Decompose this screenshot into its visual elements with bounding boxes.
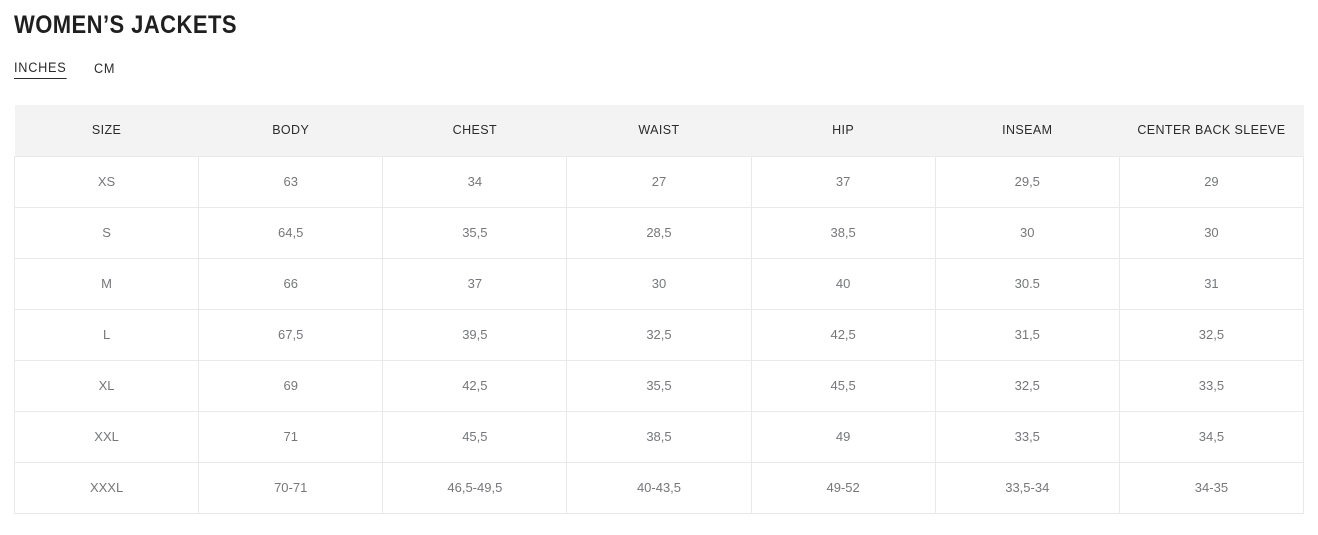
cell-body: 67,5 [198,308,384,361]
header-row: SIZE BODY CHEST WAIST HIP INSEAM CENTER … [14,105,1304,156]
cell-chest: 35,5 [382,206,568,259]
cell-inseam: 33,5 [934,410,1120,463]
cell-hip: 37 [750,155,936,208]
table-row-xxl: XXL 71 45,5 38,5 49 33,5 34,5 [13,410,1305,463]
cell-size: XXXL [13,461,200,514]
cell-hip: 38,5 [750,206,936,259]
column-header-size: SIZE [14,105,199,156]
cell-inseam: 30 [934,206,1120,259]
cell-hip: 42,5 [750,308,936,361]
cell-waist: 32,5 [566,308,752,361]
cell-size: S [13,206,200,259]
column-header-chest: CHEST [382,105,567,156]
cell-body: 63 [198,155,384,208]
cell-body: 64,5 [198,206,384,259]
cell-hip: 49-52 [750,461,936,514]
cell-center-back-sleeve: 31 [1118,257,1305,310]
cell-waist: 30 [566,257,752,310]
table-row-xl: XL 69 42,5 35,5 45,5 32,5 33,5 [13,359,1305,412]
cell-chest: 39,5 [382,308,568,361]
cell-size: XL [13,359,200,412]
cell-body: 71 [198,410,384,463]
cell-inseam: 33,5-34 [934,461,1120,514]
cell-center-back-sleeve: 33,5 [1118,359,1305,412]
table-row-m: M 66 37 30 40 30.5 31 [13,257,1305,310]
cell-center-back-sleeve: 32,5 [1118,308,1305,361]
column-header-waist: WAIST [566,105,752,156]
cell-size: L [13,308,200,361]
cell-inseam: 31,5 [934,308,1120,361]
cell-waist: 28,5 [566,206,752,259]
cell-chest: 42,5 [382,359,568,412]
unit-toggle: INCHES CM [14,60,1304,79]
cell-size: M [13,257,200,310]
cell-size: XXL [13,410,200,463]
column-header-center-back-sleeve: CENTER BACK SLEEVE [1119,105,1304,156]
size-table-header: SIZE BODY CHEST WAIST HIP INSEAM CENTER … [14,105,1304,156]
table-row-s: S 64,5 35,5 28,5 38,5 30 30 [13,206,1305,259]
cell-center-back-sleeve: 34-35 [1118,461,1305,514]
cell-hip: 40 [750,257,936,310]
cell-body: 66 [198,257,384,310]
cell-inseam: 30.5 [934,257,1120,310]
cell-center-back-sleeve: 29 [1118,155,1305,208]
cell-waist: 38,5 [566,410,752,463]
table-row-xxxl: XXXL 70-71 46,5-49,5 40-43,5 49-52 33,5-… [13,461,1305,514]
column-header-inseam: INSEAM [935,105,1120,156]
cell-body: 70-71 [198,461,384,514]
cell-center-back-sleeve: 30 [1118,206,1305,259]
cell-inseam: 32,5 [934,359,1120,412]
unit-tab-inches[interactable]: INCHES [14,60,67,79]
cell-hip: 49 [750,410,936,463]
page-title: WOMEN’S JACKETS [14,11,237,39]
cell-chest: 37 [382,257,568,310]
cell-waist: 35,5 [566,359,752,412]
column-header-body: BODY [198,105,383,156]
cell-size: XS [13,155,200,208]
cell-center-back-sleeve: 34,5 [1118,410,1305,463]
table-row-l: L 67,5 39,5 32,5 42,5 31,5 32,5 [13,308,1305,361]
size-table-body: XS 63 34 27 37 29,5 29 S 64,5 35,5 28,5 … [13,155,1305,514]
size-table-container: SIZE BODY CHEST WAIST HIP INSEAM CENTER … [13,105,1305,514]
column-header-hip: HIP [751,105,936,156]
table-row-xs: XS 63 34 27 37 29,5 29 [13,155,1305,208]
size-guide-page: WOMEN’S JACKETS INCHES CM SIZE BODY CHES… [13,11,1305,514]
cell-waist: 27 [566,155,752,208]
cell-body: 69 [198,359,384,412]
unit-tab-cm[interactable]: CM [93,60,116,76]
cell-chest: 46,5-49,5 [382,461,568,514]
cell-inseam: 29,5 [934,155,1120,208]
cell-chest: 45,5 [382,410,568,463]
cell-waist: 40-43,5 [566,461,752,514]
cell-hip: 45,5 [750,359,936,412]
cell-chest: 34 [382,155,568,208]
size-table: SIZE BODY CHEST WAIST HIP INSEAM CENTER … [13,105,1305,514]
